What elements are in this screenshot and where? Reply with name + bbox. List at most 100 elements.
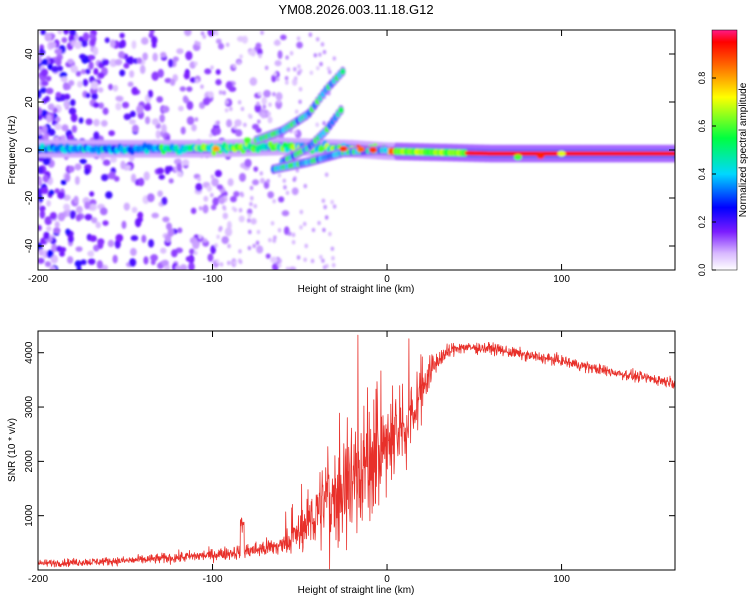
noise-speckle	[99, 207, 108, 216]
noise-speckle	[101, 264, 109, 270]
noise-speckle	[107, 239, 115, 248]
noise-speckle	[260, 30, 264, 35]
colorbar-tick-label: 0.8	[697, 72, 707, 85]
spectrogram-x-tick-label: -200	[28, 274, 48, 285]
noise-speckle	[64, 173, 71, 183]
noise-speckle	[289, 51, 294, 56]
noise-speckle	[102, 220, 109, 226]
noise-speckle	[186, 116, 195, 125]
noise-speckle	[291, 187, 299, 196]
noise-speckle	[218, 90, 223, 95]
noise-speckle	[247, 245, 252, 251]
noise-speckle	[38, 177, 43, 187]
noise-speckle	[74, 175, 80, 185]
noise-speckle	[63, 203, 70, 211]
noise-speckle	[258, 53, 262, 59]
noise-speckle	[75, 246, 83, 252]
noise-speckle	[139, 64, 146, 74]
noise-speckle	[198, 206, 203, 211]
noise-speckle	[89, 33, 95, 40]
noise-speckle	[216, 120, 220, 125]
noise-speckle	[210, 204, 217, 211]
noise-speckle	[50, 254, 59, 264]
noise-speckle	[234, 119, 242, 127]
colorbar-tick-label: 0.6	[697, 120, 707, 133]
noise-speckle	[70, 113, 78, 123]
noise-speckle	[238, 207, 243, 213]
noise-speckle	[226, 221, 232, 230]
noise-speckle	[60, 179, 67, 186]
noise-speckle	[63, 194, 71, 201]
noise-speckle	[202, 34, 207, 39]
noise-speckle	[40, 87, 47, 94]
noise-speckle	[315, 122, 320, 127]
noise-speckle	[147, 89, 154, 99]
noise-speckle	[68, 107, 77, 115]
noise-speckle	[231, 206, 236, 211]
noise-speckle	[298, 99, 302, 105]
colorbar-ticks: 0.0 0.2 0.4 0.6 0.8	[697, 72, 716, 276]
noise-speckle	[136, 57, 143, 64]
noise-speckle	[268, 102, 272, 107]
noise-speckle	[266, 178, 270, 184]
noise-speckle	[296, 41, 303, 49]
hot-spot	[212, 145, 221, 152]
noise-speckle	[115, 95, 123, 102]
noise-speckle	[102, 107, 109, 115]
noise-speckle	[68, 80, 75, 87]
noise-speckle	[257, 48, 263, 56]
noise-speckle	[215, 259, 220, 264]
noise-speckle	[218, 196, 226, 205]
noise-speckle	[74, 260, 82, 268]
noise-speckle	[232, 63, 236, 69]
noise-speckle	[129, 110, 136, 118]
noise-speckle	[267, 116, 273, 124]
hot-spot	[536, 153, 545, 159]
noise-speckle	[275, 92, 283, 101]
noise-speckle	[318, 52, 322, 57]
spectrogram-frame	[37, 29, 676, 271]
noise-speckle	[239, 54, 243, 59]
noise-speckle	[93, 118, 100, 127]
noise-speckle	[158, 174, 165, 180]
noise-speckle	[130, 235, 139, 242]
noise-speckle	[235, 129, 243, 137]
noise-speckle	[136, 104, 144, 114]
noise-speckle	[255, 42, 262, 49]
noise-speckle	[212, 197, 219, 206]
noise-speckle	[54, 123, 62, 131]
noise-speckle	[296, 255, 301, 260]
colorbar-tick-label: 0.4	[697, 168, 707, 181]
noise-speckle	[80, 69, 87, 75]
noise-speckle	[225, 99, 229, 105]
hot-spot	[369, 147, 378, 153]
figure-title: YM08.2026.003.11.18.G12	[278, 2, 433, 17]
noise-speckle	[168, 58, 174, 68]
noise-speckle	[322, 265, 327, 270]
noise-speckle	[313, 53, 318, 58]
noise-speckle	[322, 121, 326, 126]
noise-speckle	[332, 204, 337, 209]
noise-speckle	[210, 192, 214, 198]
noise-speckle	[119, 39, 126, 48]
noise-speckle	[160, 51, 167, 58]
noise-speckle	[91, 217, 98, 224]
noise-speckle	[93, 131, 100, 141]
noise-speckle	[104, 37, 110, 44]
noise-speckle	[46, 114, 52, 123]
noise-speckle	[249, 185, 254, 191]
noise-speckle	[75, 205, 83, 214]
noise-speckle	[38, 195, 44, 203]
noise-speckle	[291, 240, 296, 245]
noise-speckle	[105, 191, 113, 199]
noise-speckle	[130, 247, 137, 257]
noise-speckle	[291, 232, 296, 238]
noise-speckle	[298, 87, 303, 92]
spectrogram-x-tick-label: 0	[384, 274, 390, 285]
noise-speckle	[97, 240, 104, 250]
noise-speckle	[255, 240, 260, 246]
noise-speckle	[328, 231, 332, 237]
noise-speckle	[284, 76, 289, 81]
noise-speckle	[141, 37, 149, 45]
